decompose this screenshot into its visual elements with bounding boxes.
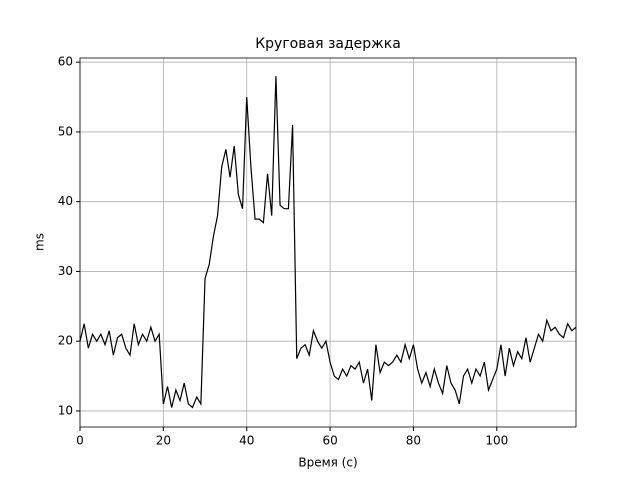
plot-frame (79, 57, 577, 428)
x-tick-label: 60 (322, 434, 337, 448)
x-tick-label: 0 (76, 434, 84, 448)
y-tick-label: 50 (58, 124, 73, 138)
x-tick-label: 100 (485, 434, 508, 448)
chart-title: Круговая задержка (255, 36, 401, 52)
x-tick-label: 20 (156, 434, 171, 448)
data-line (79, 76, 577, 409)
y-tick-label: 20 (58, 334, 73, 348)
x-tick-label: 40 (239, 434, 254, 448)
y-tick-label: 10 (58, 403, 73, 417)
y-tick-label: 60 (58, 55, 73, 69)
y-tick-label: 30 (58, 264, 73, 278)
y-tick-label: 40 (58, 194, 73, 208)
x-tick-label: 80 (406, 434, 421, 448)
x-axis-label: Время (с) (298, 456, 357, 470)
y-axis-label: ms (33, 233, 47, 251)
